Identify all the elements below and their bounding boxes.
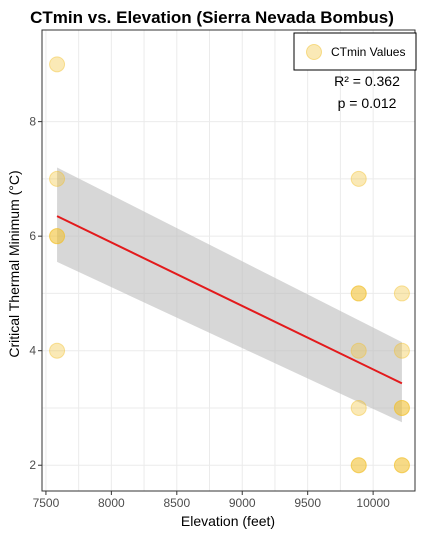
data-point [350,170,367,187]
r-squared-annotation: R² = 0.362 [334,73,400,89]
plot-panel-border [41,29,416,492]
legend: CTmin Values [293,32,417,71]
legend-key-point [306,44,322,60]
data-point [350,457,367,474]
data-point [393,457,410,474]
x-tick-label: 9500 [294,496,321,510]
data-point [350,457,367,474]
data-point [393,399,410,416]
data-point [49,56,66,73]
y-tick-label: 4 [29,344,36,358]
x-axis-title: Elevation (feet) [181,513,275,529]
x-tick-label: 8000 [98,496,125,510]
data-point [49,170,66,187]
x-tick-label: 8500 [163,496,190,510]
data-point [350,399,367,416]
data-point [393,285,410,302]
data-point [393,457,410,474]
y-tick-label: 8 [29,115,36,129]
data-point [350,285,367,302]
data-points [49,56,410,474]
legend-label: CTmin Values [331,45,405,59]
data-point [350,285,367,302]
data-point [49,228,66,245]
data-point [393,342,410,359]
y-axis-title: Critical Thermal Minimum (°C) [6,170,22,357]
p-value-annotation: p = 0.012 [338,95,397,111]
data-point [49,342,66,359]
data-point [393,399,410,416]
legend-box [293,32,417,71]
x-tick-label: 9000 [229,496,256,510]
y-axis-ticks: 2 4 6 8 [29,115,42,472]
y-tick-label: 6 [29,229,36,243]
chart-title: CTmin vs. Elevation (Sierra Nevada Bombu… [30,8,394,27]
x-tick-label: 7500 [33,496,60,510]
confidence-band-area [57,167,402,423]
data-point [350,342,367,359]
regression-line [56,215,403,385]
data-point [49,228,66,245]
y-tick-label: 2 [29,458,36,472]
regression-line-path [56,215,403,385]
x-tick-label: 10000 [356,496,390,510]
confidence-band [57,167,402,423]
x-axis-ticks: 7500 8000 8500 9000 9500 10000 [33,491,390,510]
